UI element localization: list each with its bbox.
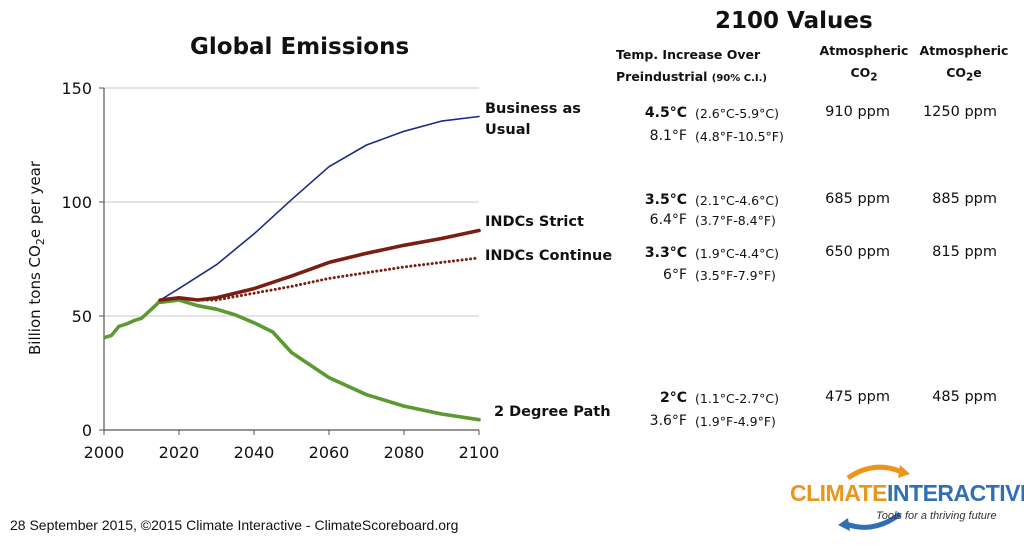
- series-label-indcs-strict: INDCs Strict: [485, 214, 584, 230]
- row4-temp-c: 2°C: [659, 390, 687, 406]
- y-tick-label-0: 0: [82, 421, 92, 440]
- header-atmospheric-co2e: Atmospheric CO2e: [912, 40, 1016, 89]
- row1-co2: 910 ppm: [825, 104, 890, 120]
- header-co2e-line1: Atmospheric: [919, 43, 1009, 58]
- series-label-indcs-continue: INDCs Continue: [485, 248, 613, 264]
- climate-interactive-logo: CLIMATEINTERACTIVE Tools for a thriving …: [790, 462, 1024, 534]
- row2-co2: 685 ppm: [825, 191, 890, 207]
- row1-range-f: (4.8°F-10.5°F): [695, 129, 784, 144]
- logo-arrowhead-top: [898, 465, 910, 478]
- series-label-business-as-usual: Business as Usual: [485, 101, 581, 138]
- series-historical-line: [103, 298, 162, 340]
- header-co2-line2: CO2: [850, 65, 878, 84]
- grid-layer: [104, 87, 479, 317]
- row1-co2e: 1250 ppm: [922, 104, 997, 120]
- row3-range-c: (1.9°C-4.4°C): [695, 246, 779, 261]
- series-layer: [103, 115, 481, 422]
- row2-co2e: 885 ppm: [932, 191, 997, 207]
- header-co2-line1: Atmospheric: [819, 43, 909, 58]
- header-ci: (90% C.I.): [711, 73, 767, 84]
- logo-arrow-top: [846, 464, 903, 481]
- x-tick-label-2100: 2100: [459, 443, 500, 462]
- series-label-2-degree-path: 2 Degree Path: [494, 404, 611, 420]
- logo-arrow-bottom: [845, 511, 902, 530]
- row3-co2: 650 ppm: [825, 244, 890, 260]
- header-temp-line2: Preindustrial (90% C.I.): [616, 69, 767, 84]
- row3-temp-f: 6°F: [663, 267, 687, 283]
- chart-title: Global Emissions: [190, 34, 410, 60]
- header-temp-increase: Temp. Increase Over Preindustrial (90% C…: [616, 44, 767, 90]
- header-temp-line1: Temp. Increase Over: [616, 47, 761, 62]
- footer-credit: 28 September 2015, ©2015 Climate Interac…: [10, 517, 459, 533]
- values-title: 2100 Values: [715, 8, 873, 34]
- x-tick-label-2040: 2040: [234, 443, 275, 462]
- row4-co2e: 485 ppm: [932, 389, 997, 405]
- row4-temp-f: 3.6°F: [649, 413, 687, 429]
- y-tick-label-150: 150: [61, 79, 92, 98]
- row1-temp-f: 8.1°F: [649, 128, 687, 144]
- series-line-business-as-usual: [159, 115, 480, 301]
- logo-tagline: Tools for a thriving future: [876, 510, 997, 522]
- series-line-indcs-strict: [158, 228, 481, 302]
- row2-range-c: (2.1°C-4.6°C): [695, 193, 779, 208]
- row3-range-f: (3.5°F-7.9°F): [695, 268, 776, 283]
- y-axis-label: Billion tons CO2e per year: [26, 160, 47, 355]
- logo-arrows-icon: [838, 464, 910, 531]
- row2-temp-c: 3.5°C: [644, 192, 687, 208]
- header-co2e-line2: CO2e: [946, 65, 982, 84]
- series-line-2-degree-path: [158, 298, 481, 422]
- x-tick-label-2080: 2080: [384, 443, 425, 462]
- row4-range-c: (1.1°C-2.7°C): [695, 391, 779, 406]
- row3-co2e: 815 ppm: [932, 244, 997, 260]
- row2-temp-f: 6.4°F: [649, 212, 687, 228]
- y-tick-label-50: 50: [72, 307, 92, 326]
- row4-co2: 475 ppm: [825, 389, 890, 405]
- row3-temp-c: 3.3°C: [644, 245, 687, 261]
- header-atmospheric-co2: Atmospheric CO2: [812, 40, 916, 89]
- row2-range-f: (3.7°F-8.4°F): [695, 213, 776, 228]
- x-tick-label-2060: 2060: [309, 443, 350, 462]
- logo-arrowhead-bottom: [838, 518, 850, 531]
- y-tick-label-100: 100: [61, 193, 92, 212]
- axis-layer: 0 50 100 150 2000 2020 2040 2060 2080 2100: [61, 79, 499, 462]
- row1-range-c: (2.6°C-5.9°C): [695, 106, 779, 121]
- row4-range-f: (1.9°F-4.9°F): [695, 414, 776, 429]
- row1-temp-c: 4.5°C: [644, 105, 687, 121]
- x-tick-label-2020: 2020: [159, 443, 200, 462]
- x-tick-label-2000: 2000: [84, 443, 125, 462]
- logo-wordmark: CLIMATEINTERACTIVE: [790, 480, 1024, 506]
